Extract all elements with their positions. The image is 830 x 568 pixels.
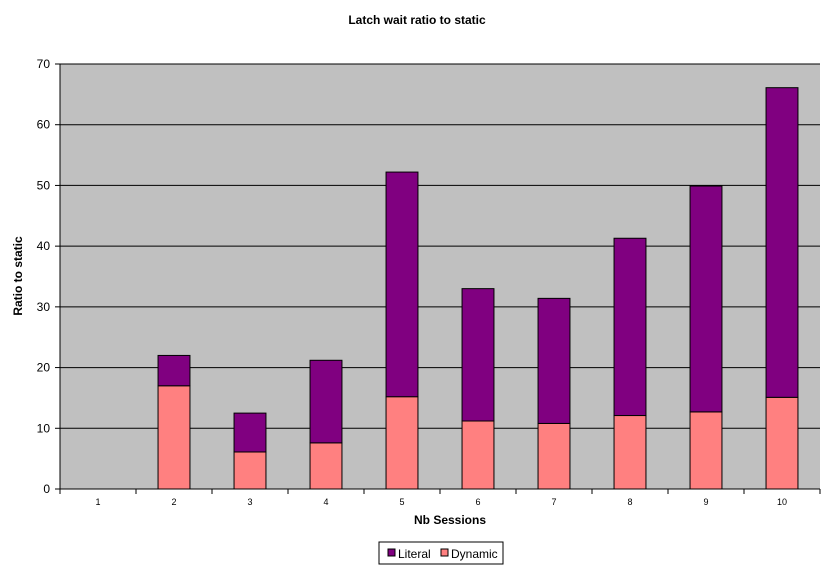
x-tick-label: 7 <box>551 497 556 507</box>
bar-dynamic-5 <box>385 396 419 490</box>
bar-dynamic-7 <box>537 422 571 490</box>
y-tick-label: 70 <box>37 57 51 71</box>
y-tick-label: 40 <box>37 239 51 253</box>
bar-dynamic-6 <box>461 420 495 490</box>
legend-label-literal: Literal <box>398 547 431 561</box>
x-tick-label: 2 <box>171 497 176 507</box>
bar-literal-10 <box>765 87 799 398</box>
bar-literal-6 <box>461 288 495 422</box>
x-tick-label: 9 <box>703 497 708 507</box>
bar-literal-5 <box>385 171 419 398</box>
x-tick-label: 6 <box>475 497 480 507</box>
bar-literal-7 <box>537 297 571 424</box>
bar-dynamic-9 <box>689 411 723 490</box>
y-tick-label: 60 <box>37 118 51 132</box>
x-tick-label: 5 <box>399 497 404 507</box>
x-tick-label: 3 <box>247 497 252 507</box>
bar-literal-8 <box>613 237 647 417</box>
bar-literal-4 <box>309 359 343 444</box>
y-tick-label: 10 <box>37 421 51 435</box>
x-tick-label: 1 <box>95 497 100 507</box>
chart-title: Latch wait ratio to static <box>348 13 486 27</box>
x-tick-label: 10 <box>777 497 787 507</box>
x-tick-label: 4 <box>323 497 328 507</box>
y-tick-label: 30 <box>37 300 51 314</box>
y-tick-label: 50 <box>37 178 51 192</box>
bar-literal-3 <box>233 412 267 453</box>
bar-dynamic-4 <box>309 442 343 490</box>
legend-swatch-dynamic <box>440 548 449 557</box>
x-tick-label: 8 <box>627 497 632 507</box>
y-axis-title: Ratio to static <box>11 236 25 316</box>
x-axis-title: Nb Sessions <box>414 513 486 527</box>
y-tick-label: 20 <box>37 361 51 375</box>
bar-dynamic-2 <box>157 385 191 490</box>
bar-dynamic-8 <box>613 415 647 490</box>
legend-swatch-literal <box>387 548 396 557</box>
y-axis-ticks: 0 10 20 30 40 50 60 70 <box>37 57 60 496</box>
legend-label-dynamic: Dynamic <box>451 547 498 561</box>
y-tick-label: 0 <box>43 482 50 496</box>
bar-dynamic-3 <box>233 451 267 490</box>
bars <box>157 87 799 490</box>
legend: Literal Dynamic <box>378 541 504 565</box>
bar-literal-9 <box>689 185 723 413</box>
bar-dynamic-10 <box>765 396 799 490</box>
bar-literal-2 <box>157 354 191 387</box>
x-axis-ticks: 1 2 3 4 5 6 7 8 9 10 <box>59 489 821 507</box>
